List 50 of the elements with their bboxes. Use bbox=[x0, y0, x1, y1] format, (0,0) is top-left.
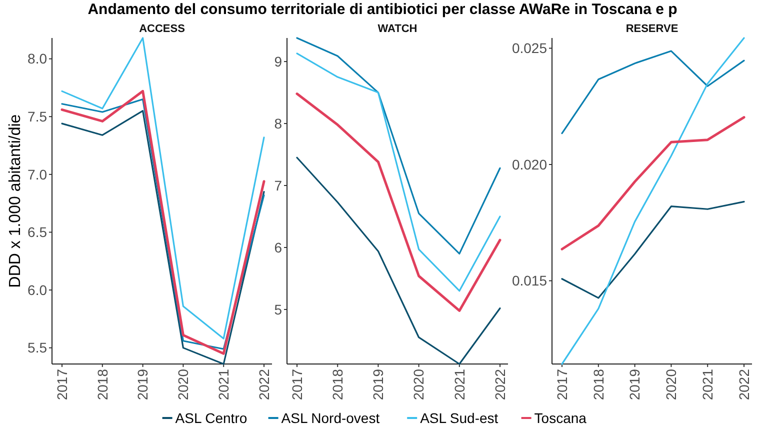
x-tick-label: 2018 bbox=[590, 368, 606, 400]
x-tick-label: 2019 bbox=[134, 368, 151, 400]
y-tick-label: 9 bbox=[274, 53, 282, 70]
y-tick-label: 0.015 bbox=[512, 272, 548, 289]
x-tick-label: 2020 bbox=[175, 368, 192, 400]
chart-subtitle: RESERVE bbox=[626, 23, 678, 35]
y-tick-label: 6.0 bbox=[28, 282, 48, 298]
y-tick-label: 8.0 bbox=[28, 50, 48, 67]
line-series bbox=[296, 92, 502, 312]
x-tick-label: 2021 bbox=[216, 368, 232, 400]
y-tick-label: 6.5 bbox=[28, 224, 48, 240]
y-tick-label: 6 bbox=[274, 239, 282, 256]
x-tick-label: 2017 bbox=[288, 368, 305, 400]
x-tick-label: 2021 bbox=[451, 368, 468, 400]
x-tick-label: 2020 bbox=[410, 368, 427, 400]
chart-subtitle: ACCESS bbox=[139, 23, 185, 35]
line-series bbox=[561, 50, 745, 134]
line-series bbox=[61, 37, 265, 340]
y-tick-label: 0.020 bbox=[512, 156, 548, 172]
y-tick-label: 7.5 bbox=[28, 108, 48, 125]
y-axis-title: DDD x 1.000 abitanti/die bbox=[7, 114, 24, 288]
line-series bbox=[561, 200, 745, 299]
legend-label: ASL Centro bbox=[175, 410, 248, 426]
chart-subtitle: WATCH bbox=[378, 23, 418, 35]
legend-label: Toscana bbox=[534, 410, 587, 426]
line-series bbox=[561, 37, 745, 365]
line-series bbox=[296, 156, 501, 365]
y-tick-label: 7 bbox=[274, 177, 282, 194]
x-tick-label: 2018 bbox=[94, 368, 110, 400]
x-tick-label: 2021 bbox=[700, 368, 716, 400]
x-tick-label: 2017 bbox=[554, 368, 570, 400]
line-series bbox=[560, 116, 746, 250]
x-tick-label: 2020 bbox=[663, 368, 680, 400]
line-series bbox=[296, 37, 501, 254]
x-tick-label: 2022 bbox=[492, 368, 508, 400]
x-tick-label: 2017 bbox=[54, 368, 70, 400]
line-series bbox=[296, 52, 501, 292]
text: Andamento del consumo territoriale di antibiotici per classe AWaRe in Toscana e p bbox=[88, 1, 678, 18]
y-tick-label: 5.5 bbox=[28, 340, 48, 356]
x-tick-label: 2022 bbox=[256, 368, 272, 400]
y-tick-label: 7.0 bbox=[28, 166, 48, 182]
y-tick-label: 5 bbox=[274, 301, 282, 318]
y-tick-label: 8 bbox=[274, 115, 282, 132]
legend-label: ASL Sud-est bbox=[420, 410, 498, 426]
legend-label: ASL Nord-ovest bbox=[281, 410, 380, 426]
x-tick-label: 2019 bbox=[626, 368, 643, 400]
x-tick-label: 2018 bbox=[330, 368, 346, 400]
y-tick-label: 0.025 bbox=[512, 40, 548, 56]
x-tick-label: 2022 bbox=[736, 368, 752, 400]
x-tick-label: 2019 bbox=[370, 368, 386, 400]
